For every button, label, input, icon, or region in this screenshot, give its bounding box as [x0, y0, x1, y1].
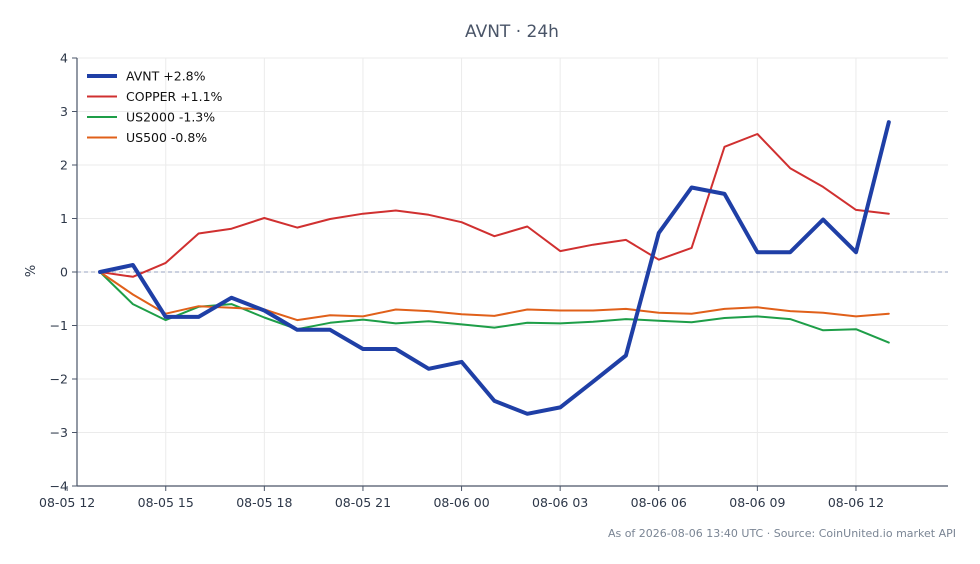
y-tick-label: 2	[60, 158, 68, 173]
y-tick-label: 3	[60, 104, 68, 119]
x-tick-label: 08-05 12	[39, 495, 95, 510]
legend-label-3: US500 -0.8%	[126, 130, 207, 145]
y-tick-label: 0	[60, 265, 68, 280]
x-axis-ticks: 08-05 12 08-05 15 08-05 18 08-05 21 08-06 00…	[39, 486, 884, 510]
y-tick-label: −1	[50, 318, 68, 333]
legend-label-2: US2000 -1.3%	[126, 110, 215, 125]
x-tick-label: 08-06 12	[828, 495, 884, 510]
legend: AVNT +2.8% COPPER +1.1% US2000 -1.3% US500 …	[87, 69, 223, 145]
x-tick-label: 08-05 15	[138, 495, 194, 510]
x-tick-label: 08-06 00	[433, 495, 489, 510]
x-tick-label: 08-06 03	[532, 495, 588, 510]
y-tick-label: −3	[50, 425, 68, 440]
y-tick-label: −4	[50, 479, 68, 494]
series-lines	[98, 120, 891, 416]
series-line-3	[99, 271, 890, 322]
x-tick-label: 08-06 06	[631, 495, 687, 510]
x-tick-label: 08-06 09	[729, 495, 785, 510]
y-tick-label: −2	[50, 372, 68, 387]
y-tick-label: 1	[60, 211, 68, 226]
series-line-2	[99, 271, 890, 344]
y-tick-label: 4	[60, 51, 68, 66]
legend-label-1: COPPER +1.1%	[126, 89, 223, 104]
legend-label-0: AVNT +2.8%	[126, 69, 206, 84]
x-tick-label: 08-05 21	[335, 495, 391, 510]
y-axis-label: %	[24, 265, 39, 277]
series-line-0	[98, 120, 891, 416]
y-axis-ticks: −4 −3 −2 −1 0 1 2 3 4	[50, 51, 77, 494]
chart-title: AVNT · 24h	[465, 22, 559, 42]
footer-source-note: As of 2026-08-06 13:40 UTC · Source: Coi…	[608, 527, 956, 540]
x-tick-label: 08-05 18	[236, 495, 292, 510]
series-line-1	[99, 133, 890, 278]
